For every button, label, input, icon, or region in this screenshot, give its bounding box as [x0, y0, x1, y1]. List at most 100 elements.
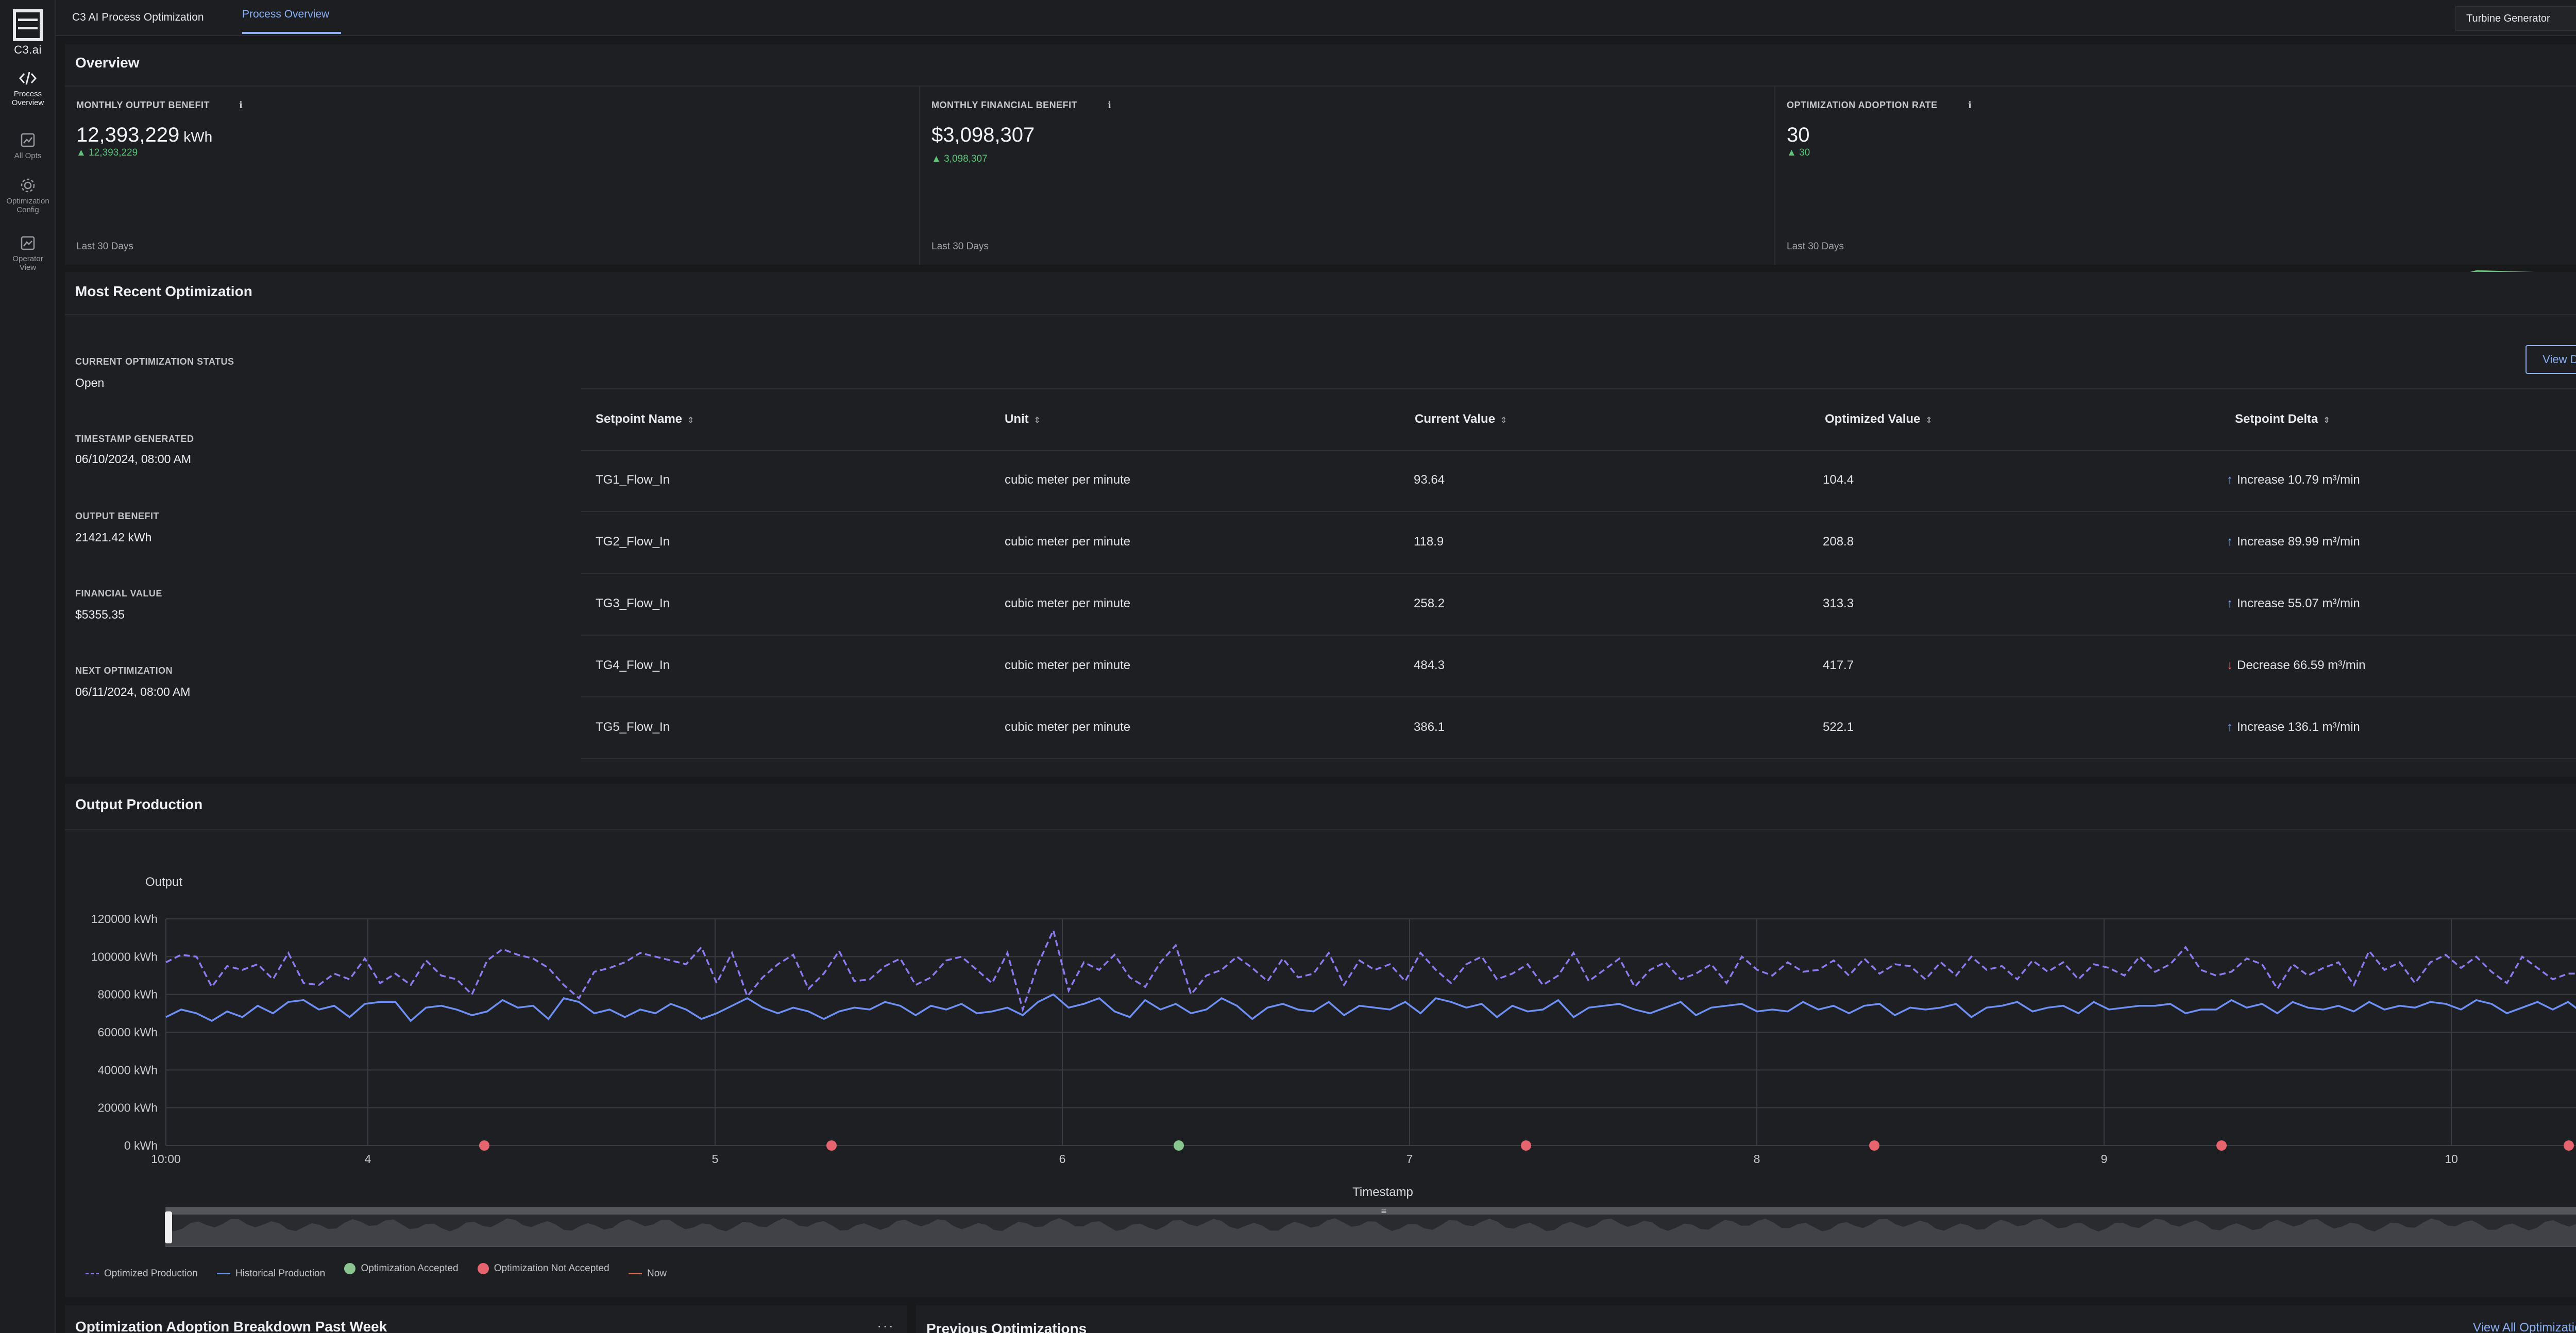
kpi-value-number: 30	[1787, 124, 1810, 146]
column-header-label: Setpoint Delta	[2235, 412, 2318, 426]
sidebar-item-all-opts[interactable]: All Opts	[0, 132, 56, 160]
asset-selector[interactable]: Turbine Generator ⌄	[2455, 6, 2576, 31]
row-divider	[581, 511, 2576, 512]
marker-not-accepted[interactable]	[479, 1140, 489, 1151]
legend-item-accepted[interactable]: Optimization Accepted	[344, 1263, 459, 1274]
arrow-down-icon: ↓	[2227, 658, 2233, 672]
output-production-title: Output Production	[75, 796, 203, 812]
recent-optimization-title: Most Recent Optimization	[75, 283, 252, 299]
marker-not-accepted[interactable]	[1521, 1140, 1531, 1151]
column-header-optimized-value[interactable]: Optimized Value ⇕	[1825, 412, 1933, 426]
delta-text: Increase 55.07 m³/min	[2237, 596, 2360, 610]
cell-setpoint-name: TG2_Flow_In	[596, 535, 670, 549]
legend-swatch	[86, 1273, 99, 1274]
kpi-label: OPTIMIZATION ADOPTION RATE	[1787, 100, 1938, 110]
sort-icon[interactable]: ⇕	[687, 416, 694, 425]
view-detail-button[interactable]: View Detail	[2526, 345, 2576, 374]
stat-value-financial-value: $5355.35	[75, 608, 125, 621]
kpi-footer: Last 30 Days	[76, 241, 133, 252]
sort-icon[interactable]: ⇕	[1033, 416, 1041, 425]
info-icon[interactable]: ℹ	[239, 100, 243, 110]
column-header-setpoint-name[interactable]: Setpoint Name ⇕	[596, 412, 694, 426]
row-divider	[581, 573, 2576, 574]
adoption-breakdown-panel	[65, 1305, 907, 1333]
sidebar-item-optimization-config[interactable]: Optimization Config	[0, 177, 56, 214]
cell-setpoint-name: TG5_Flow_In	[596, 720, 670, 734]
legend-label: Historical Production	[235, 1268, 326, 1279]
info-icon[interactable]: ℹ	[1108, 100, 1111, 110]
range-slider-handle-bar[interactable]	[166, 1207, 2576, 1215]
legend-swatch	[477, 1263, 489, 1274]
marker-accepted[interactable]	[1174, 1140, 1184, 1151]
y-tick-label: 120000 kWh	[91, 912, 158, 926]
y-axis-title: Output	[145, 875, 182, 889]
legend-item-now[interactable]: Now	[628, 1268, 667, 1279]
kpi-footer: Last 30 Days	[931, 241, 989, 252]
cell-optimized-value: 104.4	[1823, 473, 1854, 487]
stat-label-output-benefit: OUTPUT BENEFIT	[75, 511, 159, 521]
cell-setpoint-delta: ↑ Increase 136.1 m³/min	[2227, 720, 2360, 734]
view-all-optimizations-link[interactable]: View All Optimizations	[2473, 1321, 2576, 1333]
stat-value-output-benefit: 21421.42 kWh	[75, 531, 152, 544]
marker-not-accepted[interactable]	[1869, 1140, 1879, 1151]
legend-label: Optimization Accepted	[361, 1263, 459, 1274]
sort-icon[interactable]: ⇕	[1925, 416, 1933, 425]
column-header-current-value[interactable]: Current Value ⇕	[1415, 412, 1507, 426]
cell-optimized-value: 313.3	[1823, 596, 1854, 610]
c3-logo[interactable]: C3.ai	[11, 9, 44, 57]
row-divider	[581, 696, 2576, 697]
legend-item-historical[interactable]: Historical Production	[216, 1268, 326, 1279]
legend-swatch	[628, 1273, 642, 1274]
c3-logo-icon	[13, 9, 43, 41]
card-separator	[1774, 87, 1775, 265]
legend-item-optimized[interactable]: Optimized Production	[86, 1268, 198, 1279]
kpi-value: 30	[1787, 124, 1810, 147]
marker-not-accepted[interactable]	[2564, 1140, 2574, 1151]
divider	[65, 86, 2576, 87]
column-header-label: Setpoint Name	[596, 412, 683, 426]
kpi-footer: Last 30 Days	[1787, 241, 1844, 252]
legend-item-not-accepted[interactable]: Optimization Not Accepted	[477, 1263, 609, 1274]
sort-icon[interactable]: ⇕	[1500, 416, 1507, 425]
caret-up-icon: ▲	[1787, 147, 1800, 158]
asset-selector-value: Turbine Generator	[2466, 13, 2550, 24]
cell-current-value: 484.3	[1414, 658, 1445, 672]
divider	[65, 829, 2576, 830]
cell-setpoint-name: TG3_Flow_In	[596, 596, 670, 610]
marker-not-accepted[interactable]	[826, 1140, 837, 1151]
column-header-setpoint-delta[interactable]: Setpoint Delta ⇕	[2235, 412, 2330, 426]
x-axis-title: Timestamp	[1352, 1185, 1413, 1199]
sidebar-item-process-overview[interactable]: Process Overview	[0, 70, 56, 107]
adoption-breakdown-title: Optimization Adoption Breakdown Past Wee…	[75, 1319, 387, 1333]
legend-swatch	[344, 1263, 356, 1274]
marker-not-accepted[interactable]	[2216, 1140, 2227, 1151]
kpi-label: MONTHLY OUTPUT BENEFIT	[76, 100, 210, 110]
y-tick-label: 100000 kWh	[91, 950, 158, 963]
sort-icon[interactable]: ⇕	[2323, 416, 2330, 425]
kpi-delta: ▲ 30	[1787, 147, 1810, 159]
gear-icon	[21, 178, 35, 193]
tab-process-overview[interactable]: Process Overview	[242, 8, 330, 20]
legend-label: Optimization Not Accepted	[494, 1263, 609, 1274]
series-line-optimized	[165, 927, 2576, 1013]
cell-unit: cubic meter per minute	[1005, 535, 1131, 549]
x-tick-label: 8	[1754, 1152, 1760, 1166]
sidebar-item-label: View	[19, 263, 37, 272]
sidebar-item-operator-view[interactable]: Operator View	[0, 235, 56, 272]
cell-unit: cubic meter per minute	[1005, 596, 1131, 610]
kpi-delta-value: 12,393,229	[89, 147, 138, 158]
more-options-icon[interactable]: ···	[877, 1318, 894, 1333]
info-icon[interactable]: ℹ	[1968, 100, 1972, 110]
y-tick-label: 60000 kWh	[98, 1026, 158, 1039]
monitor-icon	[21, 236, 35, 250]
column-header-unit[interactable]: Unit ⇕	[1005, 412, 1041, 426]
kpi-delta: ▲ 3,098,307	[931, 153, 988, 165]
stat-label-status: CURRENT OPTIMIZATION STATUS	[75, 356, 234, 367]
range-slider-grip-icon[interactable]: ≡	[1381, 1207, 1387, 1216]
series-line-historical	[165, 993, 2576, 1022]
range-slider-left-handle[interactable]	[165, 1211, 172, 1243]
range-slider-preview	[166, 1218, 2576, 1246]
stat-label-financial-value: FINANCIAL VALUE	[75, 588, 162, 599]
kpi-value-number: 12,393,229	[76, 124, 180, 146]
